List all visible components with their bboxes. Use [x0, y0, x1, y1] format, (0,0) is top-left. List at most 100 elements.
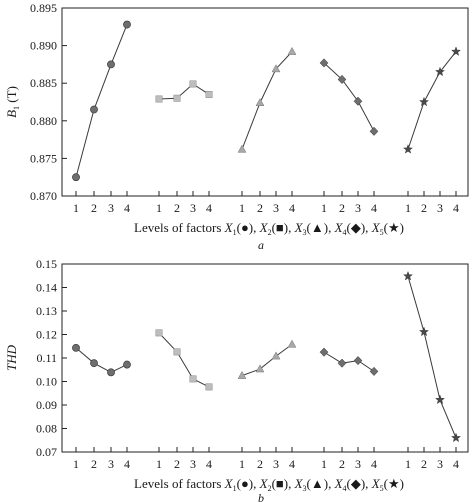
data-point-circle: [107, 368, 115, 377]
x-tick-label: 3: [273, 201, 279, 215]
x-axis-factor-marker: (▲),: [307, 476, 335, 491]
x-tick-label: 4: [124, 457, 130, 471]
x-axis-title: Levels of factors X1(●), X2(■), X3(▲), X…: [134, 220, 404, 237]
x-tick-label: 3: [108, 201, 114, 215]
y-tick-label: 0.11: [36, 351, 57, 365]
x-tick-label: 4: [206, 201, 212, 215]
x-tick-label: 4: [289, 457, 295, 471]
x-axis-factor-subscript: 1: [233, 484, 237, 493]
x-tick-label: 4: [453, 457, 459, 471]
x-axis-factor-name: X: [294, 476, 304, 491]
x-axis-factor-name: X: [334, 476, 344, 491]
x-tick-label: 1: [321, 201, 327, 215]
x-tick-label: 4: [453, 201, 459, 215]
panel-label: b: [258, 491, 264, 502]
y-tick-label: 0.875: [30, 151, 57, 165]
x-axis-factor-subscript: 5: [380, 228, 384, 237]
x-axis-factor-marker: (★): [384, 476, 404, 491]
y-tick-label: 0.15: [36, 257, 57, 271]
y-axis-title: THD: [4, 344, 19, 371]
data-point-star: [403, 144, 413, 154]
series-line-square: [158, 83, 210, 100]
series-line-star: [407, 51, 457, 150]
x-tick-label: 2: [257, 457, 263, 471]
series-line-triangle: [241, 51, 293, 150]
data-point-square: [189, 80, 197, 88]
y-tick-label: 0.880: [30, 114, 57, 128]
data-point-square: [189, 375, 197, 383]
data-point-square: [155, 329, 163, 337]
data-point-triangle: [287, 339, 297, 348]
x-tick-label: 2: [257, 201, 263, 215]
data-point-triangle: [287, 46, 297, 55]
data-point-triangle: [271, 64, 281, 73]
x-axis-factor-name: X: [224, 476, 234, 491]
x-tick-label: 1: [156, 457, 162, 471]
x-tick-label: 3: [190, 457, 196, 471]
data-point-star: [403, 271, 413, 281]
x-tick-label: 1: [239, 457, 245, 471]
x-tick-label: 4: [371, 457, 377, 471]
y-tick-label: 0.870: [30, 189, 57, 203]
data-point-star: [419, 326, 429, 337]
data-point-star: [451, 432, 461, 443]
y-tick-label: 0.08: [36, 422, 57, 436]
y-tick-label: 0.895: [30, 1, 57, 15]
data-point-diamond: [369, 366, 379, 376]
panel-label: a: [258, 238, 264, 252]
y-tick-label: 0.14: [36, 281, 57, 295]
x-tick-label: 3: [437, 457, 443, 471]
x-tick-label: 1: [405, 201, 411, 215]
x-axis-factor-name: X: [334, 220, 344, 235]
data-point-diamond: [337, 358, 347, 368]
x-tick-label: 4: [371, 201, 377, 215]
series-line-square: [158, 332, 210, 388]
x-tick-label: 3: [190, 201, 196, 215]
x-axis-title: Levels of factors X1(●), X2(■), X3(▲), X…: [134, 476, 404, 493]
y-tick-label: 0.09: [36, 398, 57, 412]
x-tick-label: 2: [174, 201, 180, 215]
data-point-circle: [123, 360, 131, 369]
series-line-diamond: [323, 351, 375, 372]
x-tick-label: 2: [421, 457, 427, 471]
x-axis-factor-subscript: 4: [343, 228, 347, 237]
x-tick-label: 1: [239, 201, 245, 215]
series-line-star: [407, 276, 457, 439]
x-axis-factor-marker: (●),: [237, 476, 260, 491]
data-point-star: [435, 394, 445, 405]
x-axis-factor-subscript: 2: [268, 228, 272, 237]
data-point-circle: [90, 359, 98, 368]
y-tick-label: 0.10: [36, 375, 57, 389]
x-axis-factor-marker: (▲),: [307, 220, 335, 235]
x-axis-factor-name: X: [371, 220, 381, 235]
data-point-star: [451, 46, 461, 56]
x-tick-label: 1: [156, 201, 162, 215]
series-line-diamond: [323, 62, 375, 132]
data-point-triangle: [271, 351, 281, 360]
y-axis-title: B1 (T): [4, 86, 21, 118]
x-axis-factor-marker: (■),: [272, 476, 295, 491]
data-point-triangle: [237, 370, 247, 379]
plot-frame: [61, 7, 469, 197]
series-line-circle: [75, 24, 128, 178]
x-tick-label: 2: [174, 457, 180, 471]
data-point-circle: [72, 343, 80, 352]
series-line-circle: [75, 347, 128, 373]
x-tick-label: 2: [91, 201, 97, 215]
x-tick-label: 1: [405, 457, 411, 471]
data-point-diamond: [337, 74, 347, 85]
data-point-circle: [72, 173, 80, 182]
data-point-diamond: [353, 96, 363, 106]
data-point-triangle: [237, 144, 247, 153]
data-point-diamond: [319, 347, 329, 357]
x-tick-label: 3: [273, 457, 279, 471]
x-axis-factor-marker: (★): [384, 220, 404, 235]
x-tick-label: 4: [289, 201, 295, 215]
x-axis-factor-marker: (●),: [237, 220, 260, 235]
x-tick-label: 3: [108, 457, 114, 471]
x-tick-label: 2: [91, 457, 97, 471]
x-tick-label: 2: [339, 201, 345, 215]
x-axis-factor-name: X: [259, 476, 269, 491]
data-point-diamond: [319, 58, 329, 68]
